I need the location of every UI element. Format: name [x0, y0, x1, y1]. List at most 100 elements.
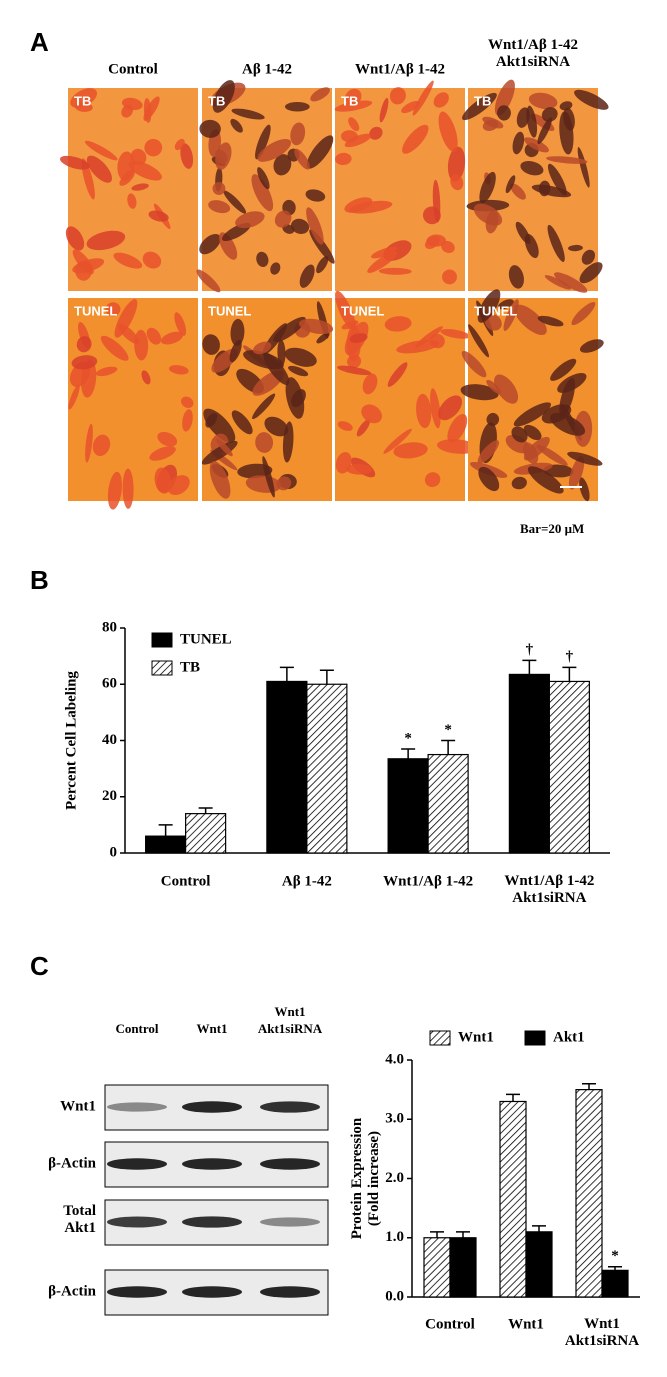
cell	[524, 233, 539, 259]
cell	[84, 140, 118, 161]
bar	[601, 1269, 629, 1298]
cell	[494, 374, 519, 404]
cell	[460, 384, 499, 401]
cell	[477, 440, 500, 464]
blot-band	[260, 1286, 320, 1298]
column-header: Control	[108, 61, 158, 77]
x-tick-label: Wnt1/Aβ 1-42	[383, 873, 473, 889]
cell	[412, 80, 434, 116]
cell	[440, 328, 471, 339]
cell	[167, 475, 190, 496]
cell	[523, 137, 549, 153]
cell	[215, 142, 232, 170]
cell	[482, 116, 504, 129]
cell	[182, 409, 193, 432]
cell	[367, 251, 398, 273]
cell	[305, 189, 326, 202]
cell	[256, 251, 269, 267]
cell	[273, 154, 292, 176]
cell	[174, 312, 187, 336]
blot-label: Wnt1	[60, 1098, 96, 1114]
cell	[461, 350, 487, 378]
bar	[575, 1089, 603, 1298]
cell	[550, 358, 577, 381]
cell	[262, 456, 275, 498]
cell	[538, 180, 551, 197]
cell	[568, 456, 585, 490]
cell	[442, 269, 457, 285]
cell	[549, 412, 586, 436]
cell	[503, 299, 519, 331]
cell	[559, 111, 574, 155]
stain-label: TB	[341, 93, 358, 108]
legend-swatch	[151, 632, 173, 648]
error-bar	[401, 748, 416, 759]
cell	[284, 347, 317, 367]
blot-band	[182, 1216, 242, 1228]
error-bar	[456, 1231, 470, 1238]
cell	[316, 256, 329, 274]
bar	[499, 1100, 527, 1298]
cell	[276, 476, 292, 491]
column-header: Wnt1/Aβ 1-42 Akt1siRNA	[488, 37, 578, 70]
y-tick-label: 60	[102, 676, 117, 692]
panel-label: C	[30, 951, 49, 981]
cell	[146, 327, 162, 345]
cell	[134, 329, 149, 361]
micrograph: TUNEL	[335, 290, 479, 501]
blot-band	[260, 1158, 320, 1170]
cell	[288, 365, 309, 377]
cell	[486, 379, 501, 394]
cell	[74, 102, 93, 112]
cell	[230, 118, 243, 133]
x-tick-label: Wnt1/Aβ 1-42 Akt1siRNA	[504, 873, 594, 906]
cell	[486, 412, 500, 426]
cell	[370, 246, 398, 259]
cell	[95, 366, 118, 377]
error-bar	[532, 1225, 546, 1232]
cell	[142, 251, 162, 269]
cell	[212, 182, 226, 195]
cell	[306, 207, 324, 245]
cell	[369, 126, 383, 140]
cell	[557, 373, 587, 393]
cell	[361, 404, 382, 424]
cell	[581, 249, 596, 265]
cell	[282, 421, 294, 463]
stain-label: TUNEL	[474, 303, 517, 318]
significance-mark: *	[404, 730, 412, 746]
cell	[553, 272, 588, 293]
cell	[231, 410, 253, 435]
cell	[344, 197, 373, 213]
cell	[107, 471, 122, 510]
y-tick-label: 3.0	[385, 1111, 404, 1127]
bar	[423, 1237, 451, 1298]
cell	[231, 108, 265, 120]
scale-note: Bar=20 μM	[520, 521, 584, 536]
cell	[277, 339, 286, 366]
significance-mark: *	[444, 722, 452, 738]
cell	[202, 334, 220, 355]
cell	[494, 79, 515, 116]
cell	[334, 100, 373, 112]
cell	[510, 183, 526, 200]
cell	[436, 439, 479, 454]
cell	[71, 355, 98, 370]
lane-label: Wnt1 Akt1siRNA	[258, 1004, 323, 1036]
blot-band	[260, 1101, 320, 1113]
cell	[347, 354, 362, 369]
cell	[122, 468, 134, 509]
cell	[479, 171, 496, 204]
cell	[544, 275, 572, 290]
cell	[252, 393, 276, 420]
significance-mark: *	[611, 1248, 619, 1264]
blot-band	[260, 1217, 320, 1227]
cell	[378, 267, 412, 275]
cell	[285, 377, 305, 419]
cell	[541, 107, 558, 122]
cell	[432, 179, 441, 223]
cell	[468, 324, 490, 358]
cell	[299, 264, 315, 288]
cell	[547, 224, 565, 262]
cell	[131, 183, 149, 191]
